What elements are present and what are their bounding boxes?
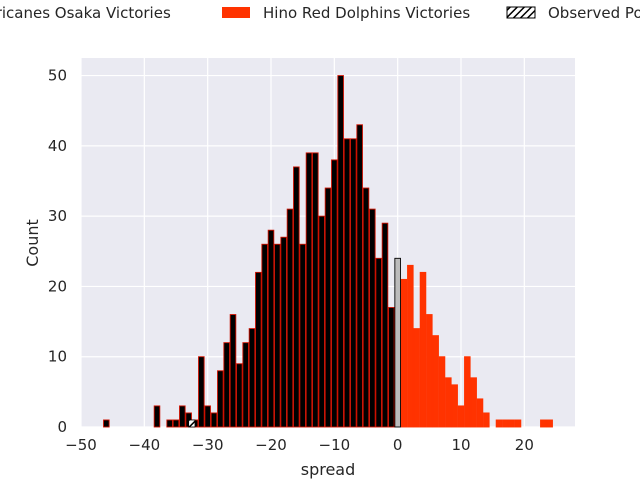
histogram-bar <box>508 419 515 428</box>
histogram-bar <box>280 236 287 428</box>
histogram-bar <box>438 356 446 428</box>
histogram-bar <box>172 419 180 428</box>
histogram-bar <box>166 419 173 428</box>
x-tick-label: 10 <box>451 436 470 454</box>
histogram-bar <box>419 271 427 428</box>
histogram-bar <box>407 264 414 428</box>
histogram-bar <box>210 412 218 428</box>
histogram-bar <box>375 257 382 428</box>
y-tick-label: 30 <box>48 207 67 225</box>
histogram-bar <box>299 243 306 428</box>
observed-point-bar <box>188 419 196 428</box>
histogram-bar <box>343 138 351 428</box>
histogram-bar <box>286 208 294 428</box>
histogram-bar <box>198 356 205 428</box>
histogram-bar <box>293 166 300 428</box>
histogram-bar <box>350 138 357 428</box>
histogram-bar <box>394 257 401 428</box>
y-tick-label: 10 <box>48 348 67 366</box>
y-axis-ticks: 0 10 20 30 40 50 <box>48 67 67 436</box>
histogram-bar <box>476 398 484 428</box>
histogram-bar <box>457 405 465 428</box>
x-axis-label: spread <box>301 460 356 479</box>
histogram-bar <box>369 208 376 428</box>
legend-swatch-hino <box>222 7 250 18</box>
x-tick-label: −40 <box>129 436 161 454</box>
histogram-bar <box>229 314 237 428</box>
x-tick-label: −30 <box>192 436 224 454</box>
legend: Hino Red Dolphins Victories Observed Po i… <box>0 4 640 22</box>
histogram-bar <box>179 405 186 428</box>
histogram-bar <box>274 243 281 428</box>
histogram-bar <box>337 75 344 428</box>
histogram-bar <box>502 419 509 428</box>
x-tick-label: −10 <box>319 436 351 454</box>
histogram-bar <box>223 342 230 428</box>
histogram-bar <box>153 405 161 428</box>
histogram-bar <box>312 152 319 428</box>
histogram-bar <box>464 356 471 428</box>
observed-point-marker <box>188 419 196 428</box>
y-tick-label: 40 <box>48 137 67 155</box>
histogram-bar <box>381 222 389 428</box>
histogram-bar <box>318 215 325 428</box>
histogram-bar <box>388 307 395 428</box>
histogram-bar <box>242 342 249 428</box>
y-tick-label: 20 <box>48 277 67 295</box>
y-tick-label: 50 <box>48 67 67 85</box>
histogram-bar <box>204 405 211 428</box>
histogram-bar <box>413 328 420 428</box>
x-axis-ticks: −50 −40 −30 −20 −10 0 10 20 <box>65 436 534 454</box>
legend-label-observed: Observed Point Spread <box>548 4 640 22</box>
histogram-bar <box>483 412 490 428</box>
histogram-bar <box>356 124 363 428</box>
histogram-bar <box>217 370 224 428</box>
histogram-bar <box>331 159 338 428</box>
histogram-bar <box>514 419 522 428</box>
histogram-bar <box>248 328 256 428</box>
histogram-bar <box>546 419 553 428</box>
histogram-bar <box>451 384 458 428</box>
y-tick-label: 0 <box>57 418 67 436</box>
legend-label-hurricanes: Hurricanes Osaka Victories <box>0 4 171 22</box>
bars <box>103 75 553 428</box>
histogram-bar <box>445 377 452 428</box>
histogram-bar <box>103 419 110 428</box>
histogram-bar <box>426 314 433 428</box>
histogram-bar <box>362 187 370 428</box>
legend-swatch-observed <box>506 6 536 19</box>
histogram-bar <box>400 278 408 428</box>
histogram-bar <box>540 419 547 428</box>
histogram-bar <box>495 419 503 428</box>
histogram-bar <box>432 335 439 428</box>
x-tick-label: 0 <box>393 436 403 454</box>
histogram-bar <box>470 377 477 428</box>
histogram-bar <box>255 271 262 428</box>
histogram-bar <box>305 152 313 428</box>
histogram-bar <box>267 229 275 428</box>
histogram-bar <box>236 363 243 428</box>
x-tick-label: −50 <box>65 436 97 454</box>
histogram-bar <box>261 243 268 428</box>
x-tick-label: 20 <box>515 436 534 454</box>
legend-label-hino: Hino Red Dolphins Victories <box>263 4 470 22</box>
x-tick-label: −20 <box>255 436 287 454</box>
y-axis-label: Count <box>23 219 42 267</box>
histogram-bar <box>324 187 332 428</box>
